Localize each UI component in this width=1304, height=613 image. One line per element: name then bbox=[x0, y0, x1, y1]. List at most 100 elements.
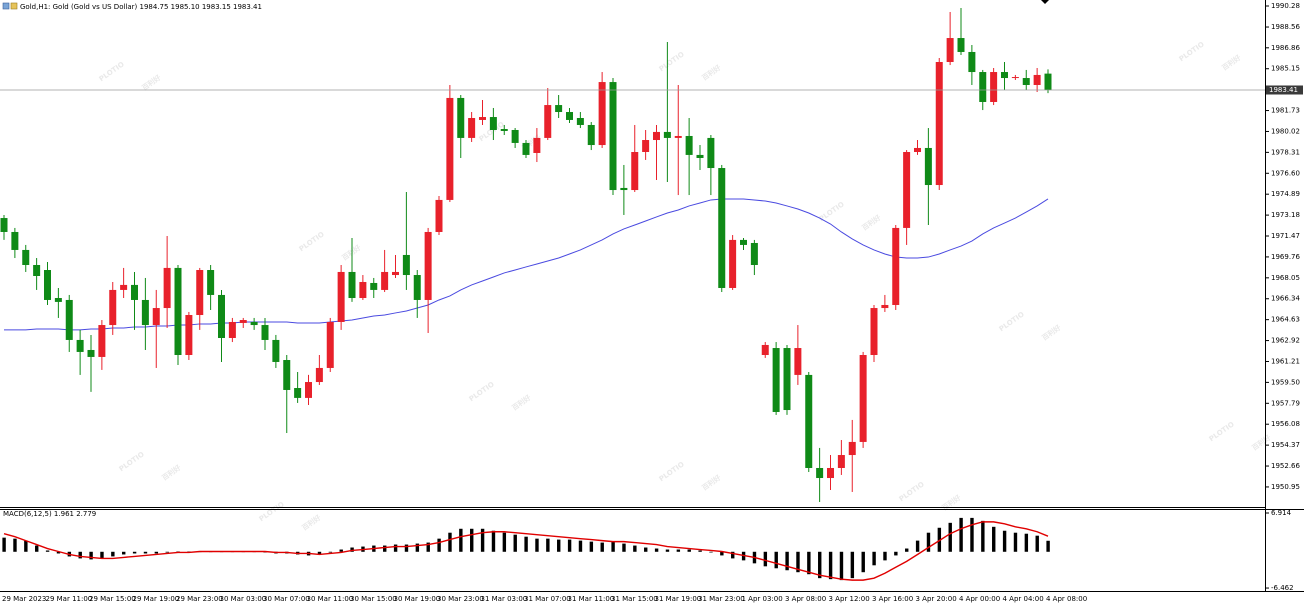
candle-body bbox=[44, 270, 51, 300]
candle-body bbox=[544, 105, 552, 138]
candle-body bbox=[98, 325, 106, 357]
candle-body bbox=[935, 61, 943, 186]
candle-body bbox=[228, 321, 236, 338]
candle-body bbox=[174, 267, 182, 355]
candle-body bbox=[1033, 74, 1041, 85]
x-tick-label: 4 Apr 08:00 bbox=[1046, 595, 1087, 603]
macd-bar bbox=[883, 551, 887, 561]
macd-bar bbox=[850, 551, 855, 579]
macd-bar bbox=[480, 528, 485, 552]
candle-body bbox=[859, 354, 867, 442]
macd-bar bbox=[459, 528, 463, 552]
candle-body bbox=[163, 267, 171, 309]
macd-bar bbox=[13, 538, 17, 552]
macd-bar bbox=[1024, 533, 1029, 552]
macd-bar bbox=[709, 551, 713, 553]
macd-bar bbox=[89, 551, 93, 560]
macd-bar bbox=[1035, 535, 1039, 552]
macd-bar bbox=[143, 551, 148, 554]
x-tick-label: 31 Mar 19:00 bbox=[655, 595, 702, 603]
macd-bar bbox=[557, 539, 561, 552]
macd-bar bbox=[970, 517, 974, 552]
x-tick-label: 31 Mar 07:00 bbox=[524, 595, 571, 603]
macd-bar bbox=[785, 551, 789, 571]
macd-bar bbox=[513, 534, 517, 552]
x-tick-label: 29 Mar 15:00 bbox=[89, 595, 136, 603]
macd-bar bbox=[448, 532, 452, 552]
macd-bar bbox=[589, 541, 594, 552]
candle-body bbox=[250, 321, 258, 326]
macd-bar bbox=[535, 538, 539, 552]
macd-bar bbox=[339, 549, 343, 552]
y-tick-label: 1968.05 bbox=[1271, 274, 1300, 282]
candle-body bbox=[87, 349, 95, 357]
macd-bar bbox=[524, 536, 528, 552]
candle-body bbox=[22, 249, 30, 265]
macd-bar bbox=[894, 551, 898, 556]
candle-body bbox=[653, 131, 660, 141]
candle-body bbox=[946, 38, 954, 62]
y-tick-label: -6.462 bbox=[1271, 584, 1294, 592]
macd-bar bbox=[1013, 532, 1018, 552]
y-tick-label: 1969.76 bbox=[1271, 253, 1300, 261]
macd-bar bbox=[861, 551, 865, 573]
candle-body bbox=[413, 275, 421, 300]
macd-bar bbox=[818, 551, 822, 579]
macd-bar bbox=[546, 538, 550, 552]
macd-bar bbox=[56, 551, 61, 554]
candle-body bbox=[392, 271, 399, 276]
macd-bar bbox=[78, 551, 82, 559]
x-tick-label: 3 Apr 20:00 bbox=[916, 595, 957, 603]
chart-title: Gold,H1: Gold (Gold vs US Dollar) 1984.7… bbox=[20, 3, 262, 11]
candle-body bbox=[566, 112, 573, 120]
y-tick-label: 1988.56 bbox=[1271, 23, 1300, 31]
y-tick-label: 1973.18 bbox=[1271, 211, 1300, 219]
candle-body bbox=[131, 284, 138, 300]
candle-body bbox=[533, 137, 541, 153]
candle-body bbox=[283, 360, 291, 390]
candle-body bbox=[479, 117, 486, 120]
candle-body bbox=[381, 271, 389, 290]
macd-bar bbox=[383, 545, 387, 552]
candle-body bbox=[761, 344, 769, 355]
candle-body bbox=[446, 97, 454, 200]
candle-body bbox=[500, 129, 508, 131]
macd-bar bbox=[915, 540, 920, 552]
y-tick-label: 1974.89 bbox=[1271, 190, 1300, 198]
candle-body bbox=[239, 320, 247, 323]
macd-bar bbox=[698, 550, 702, 552]
y-tick-label: 1981.73 bbox=[1271, 107, 1300, 115]
x-tick-label: 30 Mar 03:00 bbox=[220, 595, 267, 603]
macd-bar bbox=[437, 538, 441, 552]
macd-bar bbox=[415, 543, 420, 552]
y-tick-label: 1952.66 bbox=[1271, 462, 1300, 470]
y-tick-label: 1959.50 bbox=[1271, 378, 1300, 386]
x-tick-label: 3 Apr 08:00 bbox=[785, 595, 826, 603]
candle-body bbox=[337, 271, 345, 322]
macd-bar bbox=[393, 544, 398, 552]
candle-body bbox=[76, 339, 84, 352]
candle-body bbox=[1022, 78, 1030, 85]
candle-body bbox=[892, 227, 900, 305]
price-label: 1983.41 bbox=[1269, 86, 1298, 94]
candle-body bbox=[348, 271, 356, 299]
candle-body bbox=[740, 239, 747, 245]
candle-body bbox=[685, 135, 693, 155]
candle-body bbox=[1044, 73, 1052, 91]
candle-body bbox=[816, 467, 824, 479]
x-tick-label: 29 Mar 23:00 bbox=[176, 595, 223, 603]
macd-bar bbox=[828, 551, 833, 580]
macd-bar bbox=[926, 532, 931, 552]
macd-bar bbox=[796, 551, 800, 573]
candle-body bbox=[0, 218, 8, 232]
candle-body bbox=[587, 124, 595, 146]
y-tick-label: 1990.28 bbox=[1271, 2, 1300, 10]
macd-bar bbox=[317, 551, 322, 555]
macd-bar bbox=[578, 540, 583, 552]
candle-body bbox=[272, 339, 280, 362]
candle-body bbox=[870, 308, 878, 355]
macd-bar bbox=[633, 545, 637, 552]
y-tick-label: 1986.86 bbox=[1271, 44, 1300, 52]
candle-body bbox=[598, 82, 606, 146]
window-icon bbox=[2, 2, 10, 10]
